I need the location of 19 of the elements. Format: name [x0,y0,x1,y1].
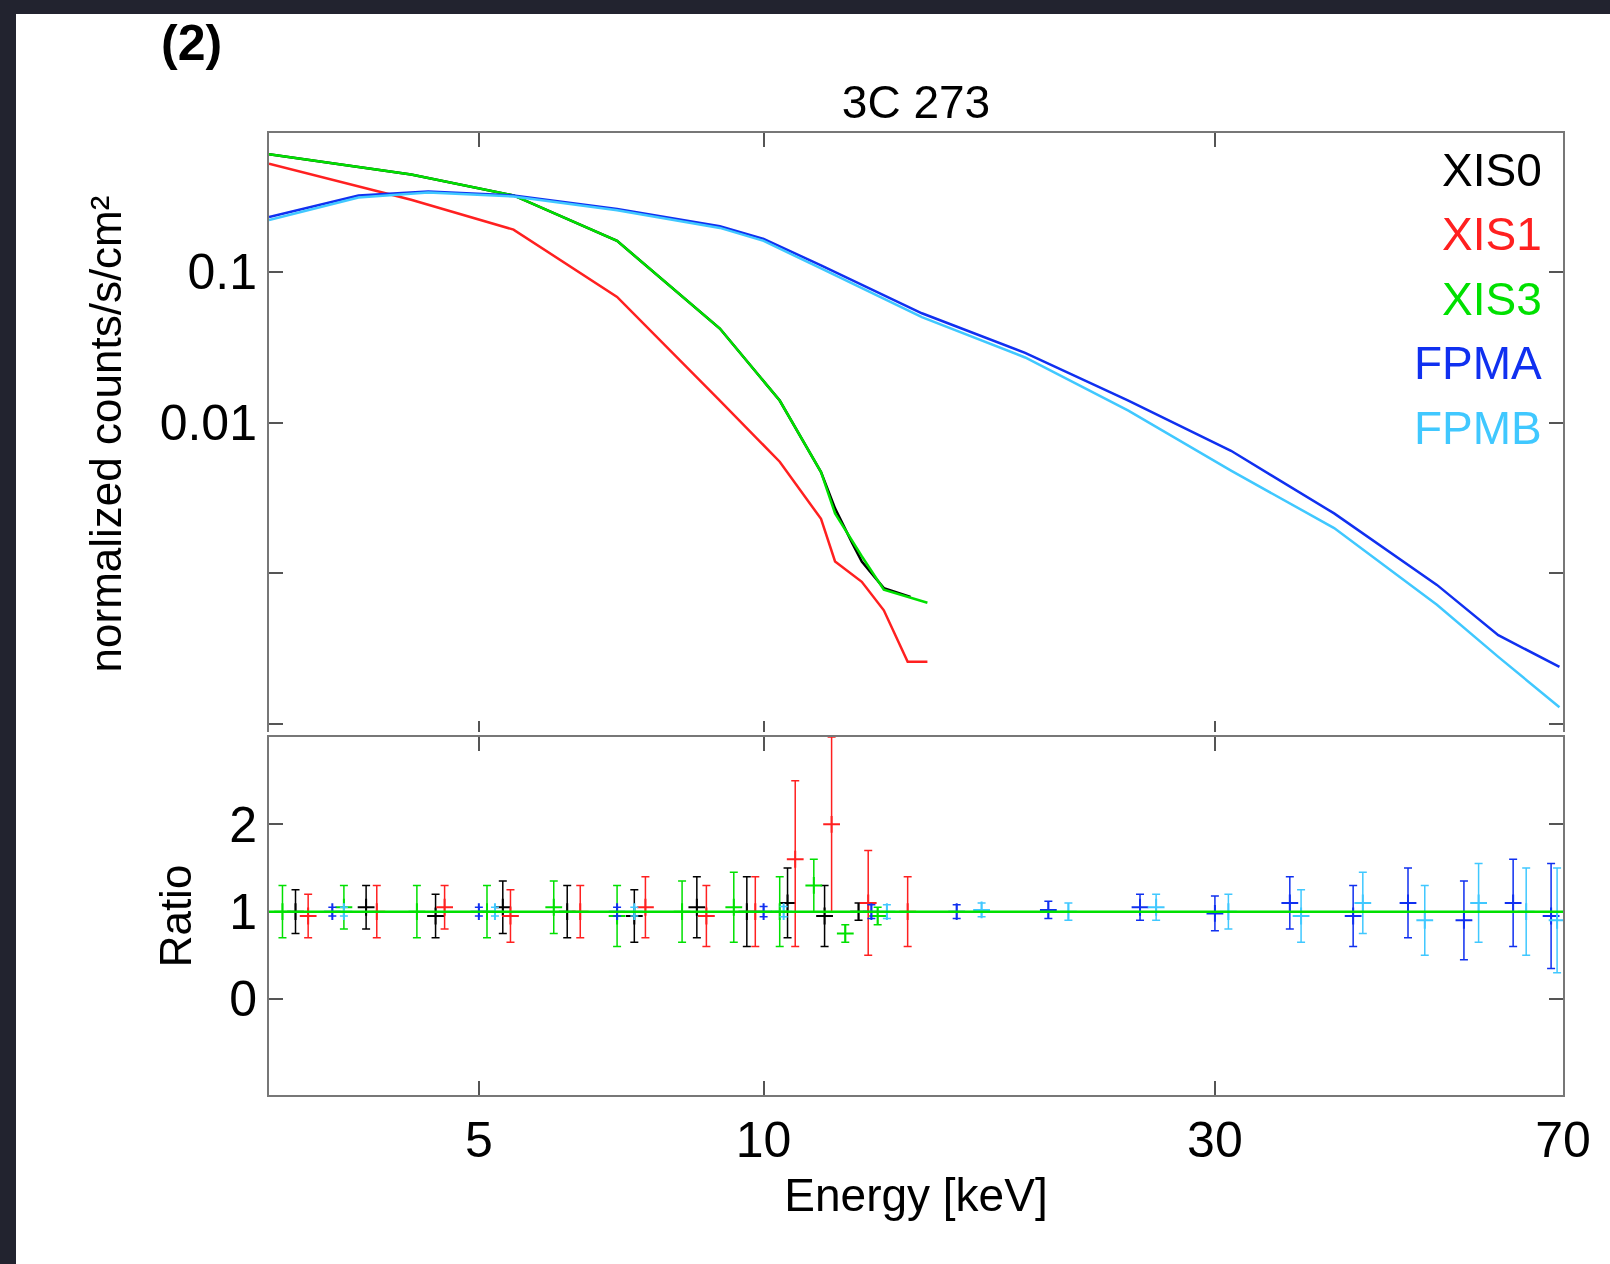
y-axis-title: Ratio [150,864,200,968]
x-axis-title: Energy [keV] [784,1169,1048,1222]
text: XIS1 [1442,208,1542,260]
y-tick-label: 0.1 [187,244,257,301]
text: (2) [161,15,223,71]
text: XIS3 [1442,273,1542,325]
x-tick-label: 30 [1187,1112,1243,1168]
y-tick-label: 0.01 [159,395,257,452]
y-tick-label: 1 [229,884,257,941]
x-tick-label: 70 [1535,1112,1591,1168]
text: FPMB [1414,402,1542,454]
y-axis-title: normalized counts/s/cm² [81,195,131,673]
x-tick-label: 10 [735,1112,792,1168]
text: XIS0 [1442,144,1542,196]
text: FPMA [1414,337,1543,389]
chart-title: 3C 273 [841,76,991,129]
y-tick-label: 0 [229,971,257,1028]
x-tick-label: 5 [464,1112,493,1168]
y-tick-label: 2 [229,796,257,853]
